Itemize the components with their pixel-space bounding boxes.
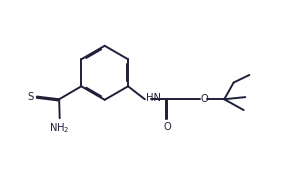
Text: O: O xyxy=(200,94,208,104)
Text: O: O xyxy=(163,122,171,132)
Text: HN: HN xyxy=(146,93,161,103)
Text: NH$_2$: NH$_2$ xyxy=(50,121,70,135)
Text: S: S xyxy=(27,91,33,102)
